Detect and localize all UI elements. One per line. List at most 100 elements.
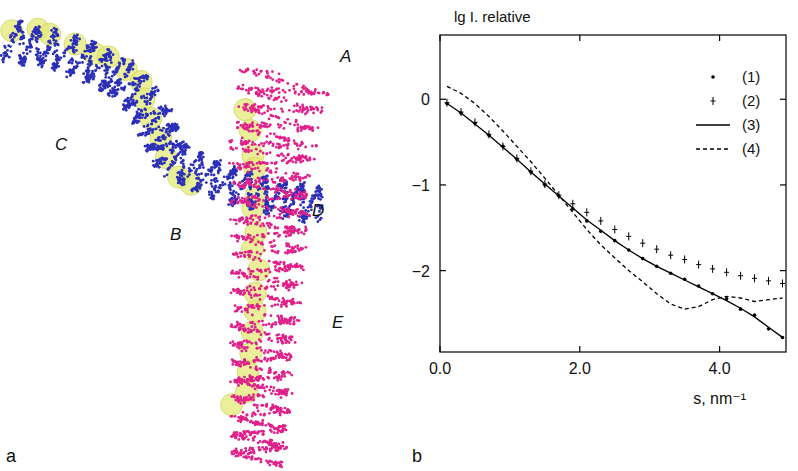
atom (283, 96, 286, 99)
atom (98, 88, 101, 91)
atom (320, 188, 323, 191)
atom (183, 144, 186, 147)
atom (111, 95, 114, 98)
atom (172, 161, 175, 164)
atom (128, 83, 131, 86)
atom (120, 86, 123, 89)
atom (247, 192, 250, 195)
atom (71, 46, 74, 49)
atom (37, 32, 40, 35)
atom (19, 26, 22, 29)
atom (257, 308, 260, 311)
atom (266, 135, 269, 138)
atom (191, 188, 194, 191)
atom (318, 194, 321, 197)
atom (76, 40, 79, 43)
atom (193, 161, 196, 164)
atom (143, 108, 146, 111)
atom (68, 70, 71, 73)
atom (226, 176, 229, 179)
atom (157, 89, 160, 92)
molecular-model (0, 18, 330, 468)
atom (311, 194, 314, 197)
atom (136, 121, 139, 124)
atom (317, 220, 320, 223)
atom (219, 159, 222, 162)
atom (6, 49, 9, 52)
atom (146, 148, 149, 151)
atom (195, 177, 198, 180)
atom (179, 157, 182, 160)
atom (144, 116, 147, 119)
sphere (242, 238, 264, 260)
atom (199, 156, 202, 159)
atom (262, 433, 265, 436)
atom (140, 110, 143, 113)
atom (164, 111, 167, 114)
atom (299, 204, 302, 207)
atom (19, 38, 22, 41)
atom (248, 175, 251, 178)
atom (152, 143, 155, 146)
atom (132, 120, 135, 123)
atom (56, 43, 59, 46)
atom (243, 451, 246, 454)
atom (183, 166, 186, 169)
atom (37, 64, 40, 67)
atom (208, 193, 211, 196)
atom (76, 65, 79, 68)
atom (131, 59, 134, 62)
atom (90, 55, 93, 58)
atom (317, 190, 320, 193)
atom (289, 203, 292, 206)
atom (172, 146, 175, 149)
atom (18, 26, 21, 29)
atom (141, 116, 144, 119)
atom (38, 26, 41, 29)
atom (243, 292, 246, 295)
atom (215, 177, 218, 180)
atom (118, 64, 121, 67)
atom (57, 44, 60, 47)
atom (181, 184, 184, 187)
atom (123, 105, 126, 108)
atom (278, 192, 281, 195)
sphere (180, 173, 202, 195)
atom (17, 30, 20, 33)
atom (210, 182, 213, 185)
atom (154, 139, 157, 142)
atom (304, 209, 307, 212)
atom (71, 47, 74, 50)
atom (88, 69, 91, 72)
atom (94, 69, 97, 72)
atom (47, 52, 50, 55)
atom (88, 76, 91, 79)
atom (302, 206, 305, 209)
atom (24, 58, 27, 61)
atom (109, 89, 112, 92)
atom (266, 200, 269, 203)
atom (160, 106, 163, 109)
atom (167, 123, 170, 126)
atom (177, 182, 180, 185)
atom (142, 75, 145, 78)
atom (298, 219, 301, 222)
atom (221, 184, 224, 187)
atom (281, 268, 284, 271)
atom (200, 151, 203, 154)
atom (104, 73, 107, 76)
atom (263, 175, 266, 178)
atom (284, 184, 287, 187)
atom (213, 178, 216, 181)
atom (210, 197, 213, 200)
atom (87, 67, 90, 70)
atom (213, 163, 216, 166)
atom (29, 45, 32, 48)
atom (251, 314, 254, 317)
atom (24, 60, 27, 63)
atom (156, 88, 159, 91)
atom (104, 59, 107, 62)
atom (173, 143, 176, 146)
atom (87, 63, 90, 66)
atom (156, 145, 159, 148)
